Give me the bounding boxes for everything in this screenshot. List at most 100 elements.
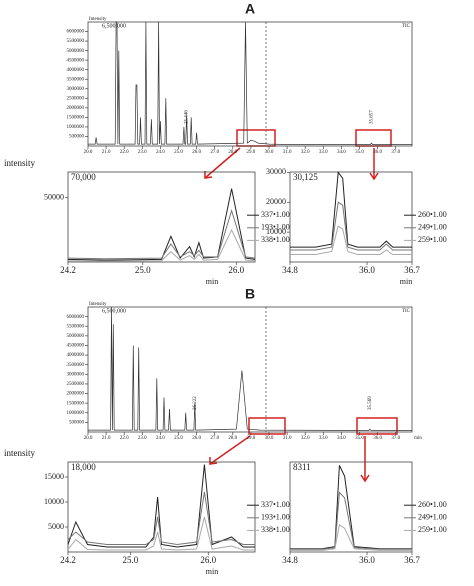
trace bbox=[290, 171, 412, 248]
x-tick-label: 21.0 bbox=[102, 436, 111, 441]
plot-frame bbox=[87, 21, 413, 147]
x-tick-label: 24.0 bbox=[156, 150, 165, 155]
y-tick-label: 500000 bbox=[69, 421, 85, 426]
y-tick-label: 5000000 bbox=[67, 49, 85, 54]
x-tick-label: 28.0 bbox=[228, 436, 237, 441]
x-tick-label: 29.0 bbox=[247, 436, 256, 441]
scale-label: 70,000 bbox=[71, 172, 96, 182]
x-tick-label: 30.0 bbox=[265, 436, 274, 441]
y-tick-label: 3000000 bbox=[67, 372, 85, 377]
peak-label: 26.222 bbox=[193, 396, 198, 410]
legend-label: 249•1.00 bbox=[418, 513, 447, 522]
y-tick-label: 2500000 bbox=[67, 382, 85, 387]
scale-label: 18,000 bbox=[71, 462, 96, 472]
zoom-box bbox=[248, 417, 286, 435]
x-tick-label: 29.0 bbox=[247, 150, 256, 155]
x-tick-label: 26.0 bbox=[200, 555, 216, 565]
trace bbox=[67, 516, 255, 551]
plot-frame bbox=[289, 171, 413, 263]
x-tick-label: 24.2 bbox=[60, 555, 76, 565]
arrow-head bbox=[360, 474, 370, 483]
y-axis-label: Intensity bbox=[89, 17, 107, 22]
y-tick-label: 20000 bbox=[266, 197, 286, 206]
x-tick-label: 34.0 bbox=[337, 150, 346, 155]
y-tick-label: 6000000 bbox=[67, 30, 85, 35]
trace bbox=[67, 188, 256, 261]
highlight-boxes bbox=[204, 129, 398, 483]
trace bbox=[88, 21, 412, 145]
y-tick-label: 50000 bbox=[44, 193, 64, 202]
y-tick-label: 10000 bbox=[44, 497, 64, 506]
plot-frame bbox=[67, 461, 256, 553]
x-tick-label: 31.0 bbox=[283, 150, 292, 155]
plot-frame bbox=[289, 461, 413, 553]
peak-label: 25.446 bbox=[185, 110, 190, 124]
zoom-box bbox=[236, 129, 276, 147]
x-tick-label: 25.0 bbox=[174, 436, 183, 441]
x-tick-label: 34.8 bbox=[282, 555, 298, 565]
x-tick-label: 33.0 bbox=[319, 150, 328, 155]
y-tick-label: 3500000 bbox=[67, 77, 85, 82]
x-tick-label: 24.0 bbox=[156, 436, 165, 441]
y-tick-label: 3500000 bbox=[67, 363, 85, 368]
x-tick-label: 27.0 bbox=[210, 436, 219, 441]
x-tick-label: 36.0 bbox=[373, 150, 382, 155]
x-tick-label: 36.0 bbox=[359, 555, 375, 565]
trace bbox=[88, 306, 412, 431]
y-tick-label: 1000000 bbox=[67, 125, 85, 130]
y-tick-label: 5500000 bbox=[67, 324, 85, 329]
x-axis-label: min bbox=[400, 277, 412, 286]
x-tick-label: 26.0 bbox=[228, 265, 244, 275]
y-tick-label: 500000 bbox=[69, 135, 85, 140]
y-axis-label: intensity bbox=[4, 448, 35, 458]
x-tick-label: 36.0 bbox=[373, 436, 382, 441]
arrow-head bbox=[204, 171, 213, 179]
legend-label: 259•1.00 bbox=[418, 525, 447, 534]
x-tick-label: 36.7 bbox=[404, 555, 420, 565]
x-tick-label: 32.0 bbox=[301, 150, 310, 155]
x-axis-label: min bbox=[206, 567, 218, 576]
legend-label: 338•1.00 bbox=[261, 235, 290, 244]
x-axis-label: min bbox=[206, 277, 218, 286]
legend-label: 337•1.00 bbox=[261, 210, 290, 219]
trace bbox=[290, 225, 412, 255]
x-axis-label: min bbox=[414, 436, 422, 441]
x-tick-label: 25.0 bbox=[135, 265, 151, 275]
x-tick-label: 21.0 bbox=[102, 150, 111, 155]
y-tick-label: 4500000 bbox=[67, 58, 85, 63]
x-tick-label: 36.0 bbox=[359, 265, 375, 275]
x-tick-label: 30.0 bbox=[265, 150, 274, 155]
plot-frame bbox=[87, 306, 413, 433]
arrow-head bbox=[209, 457, 218, 465]
legend-label: 193•1.00 bbox=[261, 513, 290, 522]
x-tick-label: 35.0 bbox=[355, 150, 364, 155]
trace bbox=[67, 208, 256, 260]
y-tick-label: 4000000 bbox=[67, 68, 85, 73]
x-tick-label: 24.2 bbox=[60, 265, 76, 275]
trace bbox=[67, 464, 255, 548]
legend-label: TIC bbox=[402, 309, 411, 314]
legend-label: TIC bbox=[402, 24, 411, 29]
zoom-box bbox=[355, 129, 392, 147]
x-tick-label: 25.0 bbox=[122, 555, 138, 565]
scale-label: 6,500,000 bbox=[102, 23, 126, 29]
x-tick-label: 36.7 bbox=[404, 265, 420, 275]
y-tick-label: 5500000 bbox=[67, 39, 85, 44]
x-tick-label: 27.0 bbox=[210, 150, 219, 155]
x-tick-label: 26.0 bbox=[192, 436, 201, 441]
y-tick-label: 1000000 bbox=[67, 411, 85, 416]
trace bbox=[290, 491, 412, 550]
x-tick-label: 22.0 bbox=[120, 436, 129, 441]
x-tick-label: 34.8 bbox=[282, 265, 298, 275]
scale-label: 30,125 bbox=[293, 172, 318, 182]
x-tick-label: 32.0 bbox=[301, 436, 310, 441]
arrow bbox=[204, 147, 241, 179]
legend-label: 260•1.00 bbox=[418, 500, 447, 509]
x-tick-label: 22.0 bbox=[120, 150, 129, 155]
trace bbox=[290, 201, 412, 251]
x-tick-label: 31.0 bbox=[283, 436, 292, 441]
panel-label: A bbox=[245, 1, 255, 17]
x-tick-label: 25.0 bbox=[174, 150, 183, 155]
y-tick-label: 1500000 bbox=[67, 116, 85, 121]
x-tick-label: 26.0 bbox=[192, 150, 201, 155]
